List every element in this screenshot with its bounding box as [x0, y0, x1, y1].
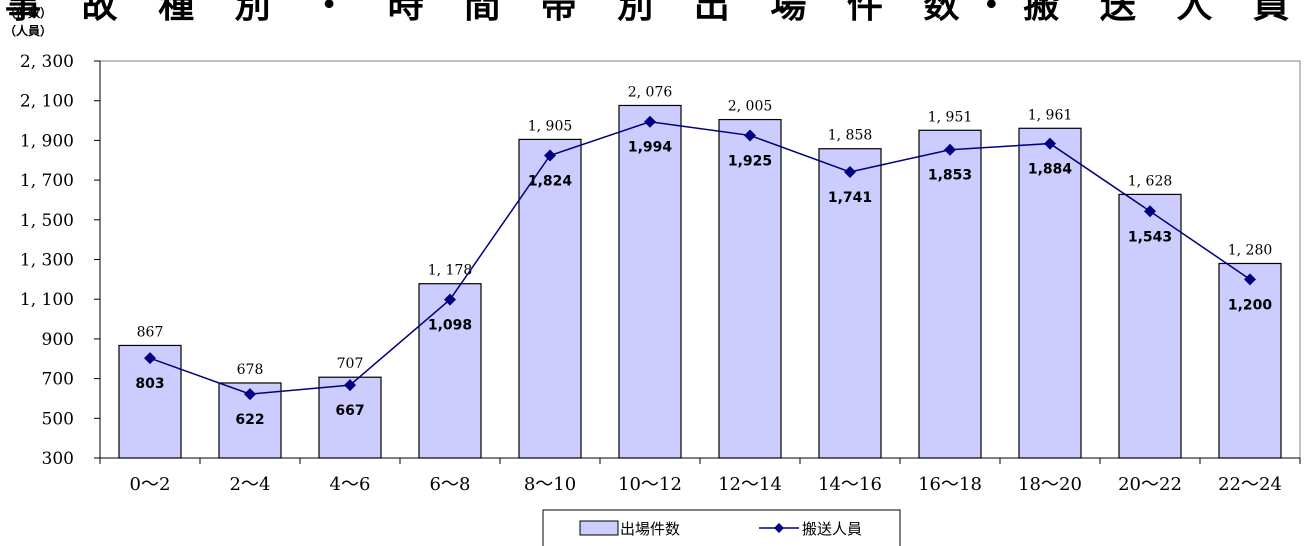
bar-value-label: 1, 905	[528, 118, 573, 134]
bar-labels: 867 678 707 1, 178 1, 905 2, 076 2, 005 1, 858 1…	[137, 84, 1273, 378]
plot-area	[99, 60, 1301, 459]
x-tick-label: 8～10	[524, 474, 576, 495]
legend-bar-label: 出場件数	[620, 520, 680, 538]
x-tick-label: 4～6	[330, 474, 371, 495]
line-point	[1244, 273, 1256, 286]
bar-value-label: 2, 005	[728, 99, 773, 115]
line-value-label: 1,925	[728, 153, 772, 169]
y-axis: 300 500 700 900 1, 100 1, 300 1, 500 1, 700 1, 9…	[20, 52, 101, 469]
y-tick-label: 2, 100	[20, 92, 74, 112]
y-tick-label: 1, 700	[20, 171, 74, 191]
bar-value-label: 1, 961	[1028, 107, 1073, 123]
bar-value-label: 1, 280	[1228, 242, 1273, 258]
bar-value-label: 678	[237, 362, 264, 378]
line-labels: 803 622 667 1,098 1,824 1,994 1,925 1,741 1,853 1…	[135, 140, 1272, 428]
line-point	[1144, 205, 1156, 218]
line-value-label: 622	[235, 412, 264, 428]
y-tick-label: 900	[42, 330, 74, 350]
bar	[1118, 193, 1182, 459]
line-point	[644, 115, 656, 128]
x-tick-label: 20～22	[1118, 474, 1182, 495]
line-point	[744, 129, 756, 142]
line-point	[844, 165, 856, 178]
line-value-label: 1,543	[1128, 229, 1172, 245]
bar	[918, 129, 982, 459]
line-value-label: 1,741	[828, 190, 872, 206]
bar	[1018, 127, 1082, 459]
y-tick-label: 1, 100	[20, 290, 74, 310]
y-tick-label: 1, 900	[20, 131, 74, 151]
bar	[418, 283, 482, 459]
legend-bar-swatch	[579, 520, 619, 536]
x-tick-label: 22～24	[1218, 474, 1282, 495]
line-point	[244, 388, 256, 401]
legend: 出場件数 搬送人員	[542, 509, 901, 546]
x-tick-label: 0～2	[130, 474, 171, 495]
y-tick-label: 2, 300	[20, 52, 74, 72]
line-point	[444, 293, 456, 306]
line-point	[144, 352, 156, 365]
line-value-label: 1,994	[628, 140, 673, 156]
bar-series	[118, 104, 1282, 459]
bar-value-label: 1, 858	[828, 128, 873, 144]
y-unit-count: （件数）	[4, 5, 52, 20]
bar	[118, 344, 182, 459]
line-value-label: 1,098	[428, 318, 472, 334]
x-tick-label: 10～12	[618, 474, 682, 495]
x-tick-label: 14～16	[818, 474, 882, 495]
y-unit-persons: （人員）	[4, 23, 52, 38]
bar-value-label: 867	[137, 324, 164, 340]
bar	[618, 104, 682, 459]
line-value-label: 803	[135, 376, 164, 392]
line-point	[944, 143, 956, 156]
line-value-label: 1,824	[528, 173, 573, 189]
line-series	[144, 115, 1256, 401]
line-value-label: 1,200	[1228, 297, 1273, 313]
chart-title: 事 故 種 別 ・ 時 間 帯 別 出 場 件 数・搬 送 人 員	[5, 0, 1303, 26]
legend-line-label: 搬送人員	[802, 520, 862, 538]
bar	[818, 148, 882, 459]
y-tick-label: 700	[42, 370, 74, 390]
line-value-label: 1,853	[928, 168, 972, 184]
y-tick-label: 300	[42, 449, 74, 469]
bar-value-label: 1, 951	[928, 109, 973, 125]
line-value-label: 1,884	[1028, 162, 1073, 178]
bar-value-label: 1, 628	[1128, 173, 1173, 189]
line-point	[544, 149, 556, 162]
bar	[718, 118, 782, 459]
x-tick-label: 2～4	[230, 474, 271, 495]
bar-value-label: 707	[337, 356, 364, 372]
bar	[1218, 262, 1282, 459]
x-axis: 0～2 2～4 4～6 6～8 8～10 10～12 12～14 14～16 16～18 18～2…	[99, 457, 1301, 495]
bar-value-label: 2, 076	[628, 84, 673, 100]
bar-value-label: 1, 178	[428, 263, 473, 279]
line-value-label: 667	[335, 403, 364, 419]
x-tick-label: 6～8	[430, 474, 471, 495]
y-tick-label: 500	[42, 409, 74, 429]
y-tick-label: 1, 300	[20, 251, 74, 271]
x-tick-label: 12～14	[718, 474, 782, 495]
x-tick-label: 18～20	[1018, 474, 1082, 495]
x-tick-label: 16～18	[918, 474, 982, 495]
line-point	[1044, 137, 1056, 150]
line-path	[149, 120, 1251, 395]
legend-line-marker	[774, 523, 784, 533]
y-tick-label: 1, 500	[20, 211, 74, 231]
line-point	[344, 379, 356, 392]
